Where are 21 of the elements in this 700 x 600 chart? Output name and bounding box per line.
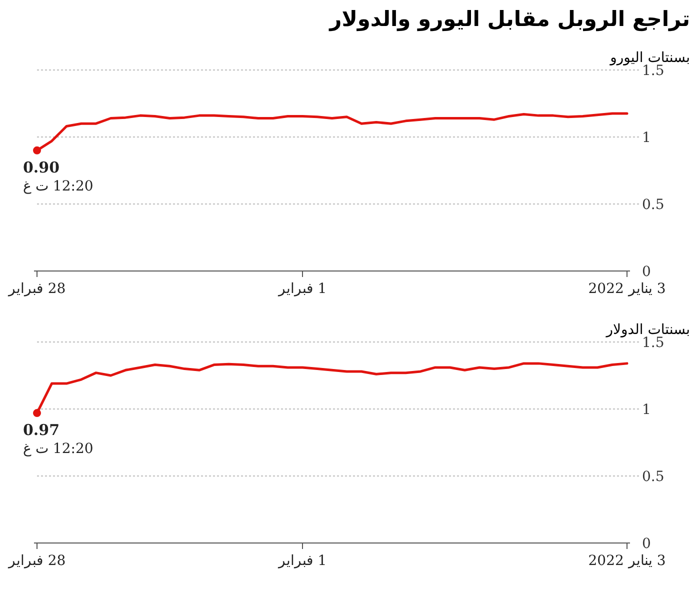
- annotation: 12:20 ت غ: [23, 178, 94, 194]
- annotation: 0.97: [23, 421, 60, 440]
- y-tick-label: 1.5: [642, 63, 664, 79]
- y-tick-label: 0.5: [642, 197, 664, 213]
- y-tick-label: 1: [642, 130, 651, 146]
- x-tick-label: 28 فبراير: [7, 553, 66, 569]
- x-tick-label: 1 فبراير: [277, 553, 327, 569]
- x-tick-label: 28 فبراير: [7, 281, 66, 297]
- x-tick-label: 1 فبراير: [277, 281, 327, 297]
- x-tick-label: 3 يناير 2022: [588, 553, 666, 569]
- annotation: 0.90: [23, 158, 60, 176]
- y-axis-title: بسنتات الدولار: [605, 322, 690, 338]
- annotation: 12:20 ت غ: [23, 441, 94, 458]
- y-tick-label: 0: [642, 536, 651, 552]
- chart-title: تراجع الروبل مقابل اليورو والدولار: [328, 7, 690, 32]
- y-tick-label: 0: [642, 264, 651, 280]
- y-tick-label: 0.5: [642, 469, 664, 485]
- y-axis-title: بسنتات اليورو: [609, 50, 690, 66]
- y-tick-label: 1: [642, 402, 651, 418]
- y-tick-label: 1.5: [642, 335, 664, 351]
- x-tick-label: 3 يناير 2022: [588, 281, 666, 297]
